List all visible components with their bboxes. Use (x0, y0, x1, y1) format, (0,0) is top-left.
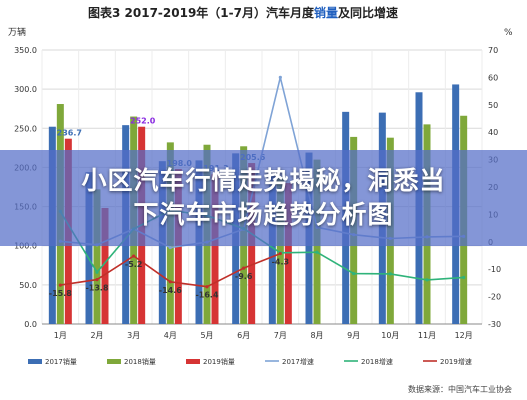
right-tick-label: -20 (488, 293, 501, 302)
left-tick-label: 350.0 (14, 46, 37, 55)
title-main: 2017-2019年（1-7月）汽车月度 (125, 5, 315, 20)
x-tick-label: 5月 (200, 331, 213, 340)
line-data-label: -5.2 (125, 260, 143, 269)
title-highlight: 销量 (314, 5, 338, 20)
point-2018增速 (425, 278, 429, 282)
x-tick-label: 12月 (455, 331, 473, 340)
headline-banner: 小区汽车行情走势揭秘，洞悉当 下汽车市场趋势分析图 (0, 150, 527, 246)
x-tick-label: 6月 (237, 331, 250, 340)
x-tick-label: 8月 (310, 331, 323, 340)
title-suffix: 及同比增速 (338, 5, 398, 20)
left-tick-label: 50.0 (19, 281, 37, 290)
x-tick-label: 7月 (274, 331, 287, 340)
x-tick-label: 2月 (90, 331, 103, 340)
bar-2019销量 (211, 174, 219, 324)
bar-data-label: 236.7 (57, 129, 82, 138)
right-tick-label: -30 (488, 320, 501, 329)
legend-swatch (107, 359, 121, 364)
left-tick-label: 300.0 (14, 85, 37, 94)
x-tick-label: 3月 (127, 331, 140, 340)
legend-swatch (186, 359, 200, 364)
legend-label: 2018销量 (124, 357, 156, 366)
right-axis-unit: % (504, 28, 513, 38)
point-2019增速 (242, 266, 246, 270)
legend-label: 2019销量 (203, 357, 235, 366)
line-data-label: -14.6 (159, 286, 182, 295)
chart-title: 图表3 2017-2019年（1-7月）汽车月度销量及同比增速 (88, 5, 398, 20)
x-tick-label: 4月 (164, 331, 177, 340)
line-data-label: -13.8 (85, 284, 108, 293)
line-data-label: -4.3 (272, 258, 290, 267)
point-2019增速 (132, 254, 136, 258)
point-2017增速 (278, 75, 282, 79)
point-2019增速 (58, 283, 62, 287)
point-2018增速 (388, 272, 392, 276)
x-tick-label: 11月 (418, 331, 436, 340)
left-tick-label: 100.0 (14, 242, 37, 251)
right-tick-label: 60 (488, 73, 498, 82)
point-2019增速 (95, 278, 99, 282)
x-tick-label: 1月 (54, 331, 67, 340)
title-prefix: 图表3 (88, 5, 125, 20)
legend-swatch (28, 359, 42, 364)
x-tick-label: 10月 (381, 331, 399, 340)
right-tick-label: 50 (488, 101, 498, 110)
bar-data-label: 252.0 (130, 117, 156, 126)
bar-2019销量 (284, 183, 292, 324)
line-data-label: -15.8 (49, 289, 72, 298)
headline-line-1: 小区汽车行情走势揭秘，洞悉当 (81, 166, 446, 195)
bar-2018销量 (93, 189, 101, 324)
left-axis-unit: 万辆 (8, 26, 26, 38)
right-tick-label: 70 (488, 46, 498, 55)
bar-2019销量 (101, 207, 109, 324)
legend-label: 2019增速 (440, 357, 472, 366)
line-data-label: -16.4 (195, 291, 218, 300)
bar-2018销量 (276, 176, 284, 324)
point-2017增速 (168, 245, 172, 250)
legend-label: 2018增速 (361, 357, 393, 366)
x-tick-label: 9月 (347, 331, 360, 340)
line-data-label: -9.6 (235, 272, 253, 281)
left-tick-label: 0.0 (24, 320, 37, 329)
bar-2017销量 (268, 176, 276, 324)
point-2019增速 (168, 280, 172, 284)
point-2019增速 (205, 285, 209, 289)
legend-label: 2017增速 (282, 357, 314, 366)
right-tick-label: 40 (488, 128, 498, 137)
legend-label: 2017销量 (45, 357, 77, 366)
right-tick-label: -10 (488, 265, 501, 274)
point-2018增速 (315, 250, 319, 254)
data-source: 数据来源：中国汽车工业协会 (408, 384, 512, 394)
point-2018增速 (95, 270, 99, 274)
point-2018增速 (462, 275, 466, 280)
left-tick-label: 250.0 (14, 124, 37, 133)
point-2018增速 (352, 271, 356, 276)
headline-line-2: 下汽车市场趋势分析图 (133, 200, 394, 229)
bar-2017销量 (85, 172, 93, 324)
point-2019增速 (278, 251, 282, 256)
